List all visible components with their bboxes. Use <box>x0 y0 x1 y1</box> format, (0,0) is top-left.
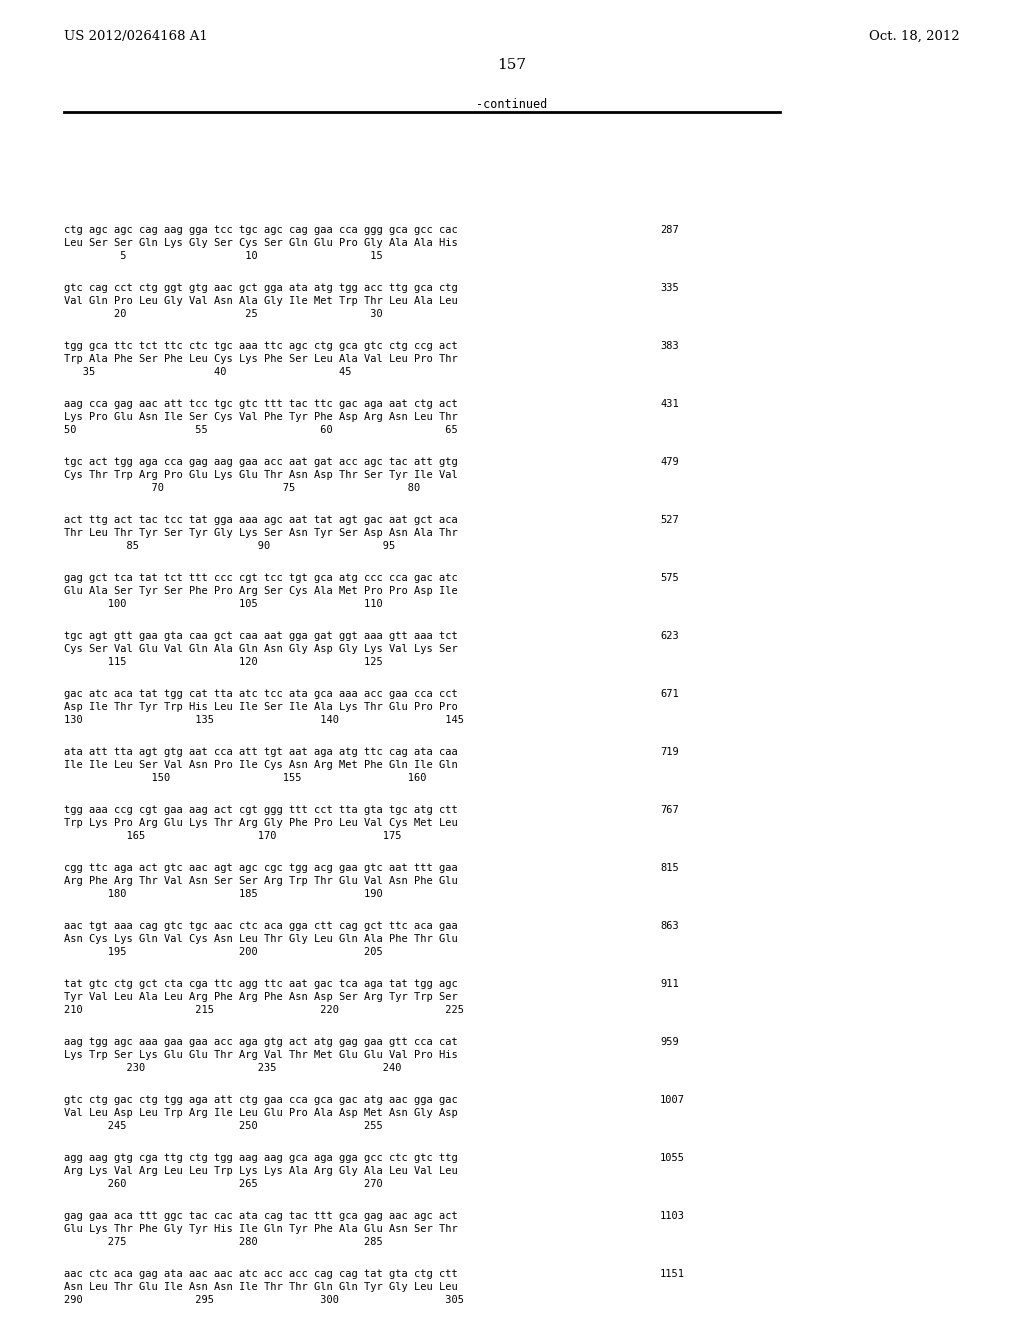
Text: Leu Ser Ser Gln Lys Gly Ser Cys Ser Gln Glu Pro Gly Ala Ala His: Leu Ser Ser Gln Lys Gly Ser Cys Ser Gln … <box>63 238 458 248</box>
Text: 230                  235                 240: 230 235 240 <box>63 1063 401 1073</box>
Text: Asn Leu Thr Glu Ile Asn Asn Ile Thr Thr Gln Gln Tyr Gly Leu Leu: Asn Leu Thr Glu Ile Asn Asn Ile Thr Thr … <box>63 1282 458 1292</box>
Text: 767: 767 <box>660 805 679 814</box>
Text: 863: 863 <box>660 921 679 931</box>
Text: 245                  250                 255: 245 250 255 <box>63 1121 383 1131</box>
Text: Cys Ser Val Glu Val Gln Ala Gln Asn Gly Asp Gly Lys Val Lys Ser: Cys Ser Val Glu Val Gln Ala Gln Asn Gly … <box>63 644 458 653</box>
Text: Asn Cys Lys Gln Val Cys Asn Leu Thr Gly Leu Gln Ala Phe Thr Glu: Asn Cys Lys Gln Val Cys Asn Leu Thr Gly … <box>63 935 458 944</box>
Text: Glu Lys Thr Phe Gly Tyr His Ile Gln Tyr Phe Ala Glu Asn Ser Thr: Glu Lys Thr Phe Gly Tyr His Ile Gln Tyr … <box>63 1224 458 1234</box>
Text: 623: 623 <box>660 631 679 642</box>
Text: 287: 287 <box>660 224 679 235</box>
Text: Lys Trp Ser Lys Glu Glu Thr Arg Val Thr Met Glu Glu Val Pro His: Lys Trp Ser Lys Glu Glu Thr Arg Val Thr … <box>63 1049 458 1060</box>
Text: 1151: 1151 <box>660 1269 685 1279</box>
Text: 20                   25                  30: 20 25 30 <box>63 309 383 319</box>
Text: Glu Ala Ser Tyr Ser Phe Pro Arg Ser Cys Ala Met Pro Pro Asp Ile: Glu Ala Ser Tyr Ser Phe Pro Arg Ser Cys … <box>63 586 458 597</box>
Text: aag cca gag aac att tcc tgc gtc ttt tac ttc gac aga aat ctg act: aag cca gag aac att tcc tgc gtc ttt tac … <box>63 399 458 409</box>
Text: 115                  120                 125: 115 120 125 <box>63 657 383 667</box>
Text: 959: 959 <box>660 1038 679 1047</box>
Text: 1055: 1055 <box>660 1152 685 1163</box>
Text: 335: 335 <box>660 282 679 293</box>
Text: 479: 479 <box>660 457 679 467</box>
Text: Ile Ile Leu Ser Val Asn Pro Ile Cys Asn Arg Met Phe Gln Ile Gln: Ile Ile Leu Ser Val Asn Pro Ile Cys Asn … <box>63 760 458 770</box>
Text: 815: 815 <box>660 863 679 873</box>
Text: Oct. 18, 2012: Oct. 18, 2012 <box>869 30 961 44</box>
Text: 5                   10                  15: 5 10 15 <box>63 251 383 261</box>
Text: gag gaa aca ttt ggc tac cac ata cag tac ttt gca gag aac agc act: gag gaa aca ttt ggc tac cac ata cag tac … <box>63 1210 458 1221</box>
Text: 1007: 1007 <box>660 1096 685 1105</box>
Text: 671: 671 <box>660 689 679 700</box>
Text: 157: 157 <box>498 58 526 73</box>
Text: 383: 383 <box>660 341 679 351</box>
Text: gag gct tca tat tct ttt ccc cgt tcc tgt gca atg ccc cca gac atc: gag gct tca tat tct ttt ccc cgt tcc tgt … <box>63 573 458 583</box>
Text: Val Gln Pro Leu Gly Val Asn Ala Gly Ile Met Trp Thr Leu Ala Leu: Val Gln Pro Leu Gly Val Asn Ala Gly Ile … <box>63 296 458 306</box>
Text: 35                   40                  45: 35 40 45 <box>63 367 351 378</box>
Text: Lys Pro Glu Asn Ile Ser Cys Val Phe Tyr Phe Asp Arg Asn Leu Thr: Lys Pro Glu Asn Ile Ser Cys Val Phe Tyr … <box>63 412 458 422</box>
Text: tgc act tgg aga cca gag aag gaa acc aat gat acc agc tac att gtg: tgc act tgg aga cca gag aag gaa acc aat … <box>63 457 458 467</box>
Text: 210                  215                 220                 225: 210 215 220 225 <box>63 1005 464 1015</box>
Text: tgg gca ttc tct ttc ctc tgc aaa ttc agc ctg gca gtc ctg ccg act: tgg gca ttc tct ttc ctc tgc aaa ttc agc … <box>63 341 458 351</box>
Text: 180                  185                 190: 180 185 190 <box>63 888 383 899</box>
Text: Cys Thr Trp Arg Pro Glu Lys Glu Thr Asn Asp Thr Ser Tyr Ile Val: Cys Thr Trp Arg Pro Glu Lys Glu Thr Asn … <box>63 470 458 480</box>
Text: 431: 431 <box>660 399 679 409</box>
Text: gtc cag cct ctg ggt gtg aac gct gga ata atg tgg acc ttg gca ctg: gtc cag cct ctg ggt gtg aac gct gga ata … <box>63 282 458 293</box>
Text: 165                  170                 175: 165 170 175 <box>63 832 401 841</box>
Text: Arg Lys Val Arg Leu Leu Trp Lys Lys Ala Arg Gly Ala Leu Val Leu: Arg Lys Val Arg Leu Leu Trp Lys Lys Ala … <box>63 1166 458 1176</box>
Text: 575: 575 <box>660 573 679 583</box>
Text: agg aag gtg cga ttg ctg tgg aag aag gca aga gga gcc ctc gtc ttg: agg aag gtg cga ttg ctg tgg aag aag gca … <box>63 1152 458 1163</box>
Text: 195                  200                 205: 195 200 205 <box>63 946 383 957</box>
Text: 50                   55                  60                  65: 50 55 60 65 <box>63 425 458 436</box>
Text: 1103: 1103 <box>660 1210 685 1221</box>
Text: tgc agt gtt gaa gta caa gct caa aat gga gat ggt aaa gtt aaa tct: tgc agt gtt gaa gta caa gct caa aat gga … <box>63 631 458 642</box>
Text: aac tgt aaa cag gtc tgc aac ctc aca gga ctt cag gct ttc aca gaa: aac tgt aaa cag gtc tgc aac ctc aca gga … <box>63 921 458 931</box>
Text: -continued: -continued <box>476 98 548 111</box>
Text: ctg agc agc cag aag gga tcc tgc agc cag gaa cca ggg gca gcc cac: ctg agc agc cag aag gga tcc tgc agc cag … <box>63 224 458 235</box>
Text: aac ctc aca gag ata aac aac atc acc acc cag cag tat gta ctg ctt: aac ctc aca gag ata aac aac atc acc acc … <box>63 1269 458 1279</box>
Text: Val Leu Asp Leu Trp Arg Ile Leu Glu Pro Ala Asp Met Asn Gly Asp: Val Leu Asp Leu Trp Arg Ile Leu Glu Pro … <box>63 1107 458 1118</box>
Text: 275                  280                 285: 275 280 285 <box>63 1237 383 1247</box>
Text: 719: 719 <box>660 747 679 756</box>
Text: Tyr Val Leu Ala Leu Arg Phe Arg Phe Asn Asp Ser Arg Tyr Trp Ser: Tyr Val Leu Ala Leu Arg Phe Arg Phe Asn … <box>63 993 458 1002</box>
Text: 260                  265                 270: 260 265 270 <box>63 1179 383 1189</box>
Text: act ttg act tac tcc tat gga aaa agc aat tat agt gac aat gct aca: act ttg act tac tcc tat gga aaa agc aat … <box>63 515 458 525</box>
Text: aag tgg agc aaa gaa gaa acc aga gtg act atg gag gaa gtt cca cat: aag tgg agc aaa gaa gaa acc aga gtg act … <box>63 1038 458 1047</box>
Text: 150                  155                 160: 150 155 160 <box>63 774 427 783</box>
Text: 911: 911 <box>660 979 679 989</box>
Text: Asp Ile Thr Tyr Trp His Leu Ile Ser Ile Ala Lys Thr Glu Pro Pro: Asp Ile Thr Tyr Trp His Leu Ile Ser Ile … <box>63 702 458 711</box>
Text: gac atc aca tat tgg cat tta atc tcc ata gca aaa acc gaa cca cct: gac atc aca tat tgg cat tta atc tcc ata … <box>63 689 458 700</box>
Text: 290                  295                 300                 305: 290 295 300 305 <box>63 1295 464 1305</box>
Text: US 2012/0264168 A1: US 2012/0264168 A1 <box>63 30 208 44</box>
Text: 70                   75                  80: 70 75 80 <box>63 483 420 492</box>
Text: Arg Phe Arg Thr Val Asn Ser Ser Arg Trp Thr Glu Val Asn Phe Glu: Arg Phe Arg Thr Val Asn Ser Ser Arg Trp … <box>63 876 458 886</box>
Text: Thr Leu Thr Tyr Ser Tyr Gly Lys Ser Asn Tyr Ser Asp Asn Ala Thr: Thr Leu Thr Tyr Ser Tyr Gly Lys Ser Asn … <box>63 528 458 539</box>
Text: tat gtc ctg gct cta cga ttc agg ttc aat gac tca aga tat tgg agc: tat gtc ctg gct cta cga ttc agg ttc aat … <box>63 979 458 989</box>
Text: tgg aaa ccg cgt gaa aag act cgt ggg ttt cct tta gta tgc atg ctt: tgg aaa ccg cgt gaa aag act cgt ggg ttt … <box>63 805 458 814</box>
Text: 100                  105                 110: 100 105 110 <box>63 599 383 609</box>
Text: cgg ttc aga act gtc aac agt agc cgc tgg acg gaa gtc aat ttt gaa: cgg ttc aga act gtc aac agt agc cgc tgg … <box>63 863 458 873</box>
Text: 527: 527 <box>660 515 679 525</box>
Text: 85                   90                  95: 85 90 95 <box>63 541 395 550</box>
Text: ata att tta agt gtg aat cca att tgt aat aga atg ttc cag ata caa: ata att tta agt gtg aat cca att tgt aat … <box>63 747 458 756</box>
Text: Trp Lys Pro Arg Glu Lys Thr Arg Gly Phe Pro Leu Val Cys Met Leu: Trp Lys Pro Arg Glu Lys Thr Arg Gly Phe … <box>63 818 458 828</box>
Text: Trp Ala Phe Ser Phe Leu Cys Lys Phe Ser Leu Ala Val Leu Pro Thr: Trp Ala Phe Ser Phe Leu Cys Lys Phe Ser … <box>63 354 458 364</box>
Text: gtc ctg gac ctg tgg aga att ctg gaa cca gca gac atg aac gga gac: gtc ctg gac ctg tgg aga att ctg gaa cca … <box>63 1096 458 1105</box>
Text: 130                  135                 140                 145: 130 135 140 145 <box>63 715 464 725</box>
